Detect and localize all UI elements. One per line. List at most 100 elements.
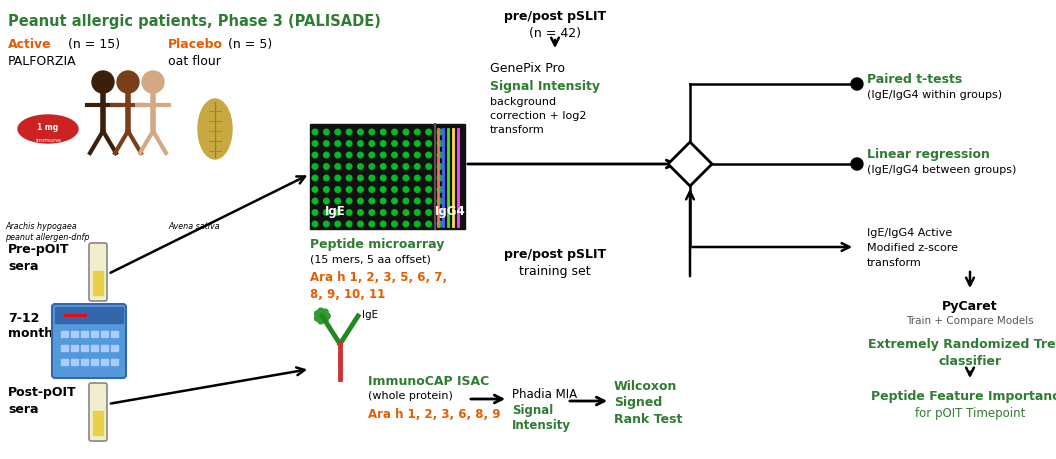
Circle shape	[324, 313, 329, 319]
Circle shape	[414, 210, 420, 216]
Circle shape	[369, 164, 375, 170]
Circle shape	[346, 153, 352, 158]
Text: transform: transform	[867, 257, 922, 268]
Circle shape	[335, 164, 340, 170]
Text: for pOIT Timepoint: for pOIT Timepoint	[914, 406, 1025, 419]
Circle shape	[414, 153, 420, 158]
Circle shape	[358, 199, 363, 204]
Bar	[61, 331, 68, 337]
Circle shape	[369, 153, 375, 158]
Circle shape	[437, 199, 442, 204]
Circle shape	[403, 176, 409, 181]
Circle shape	[392, 164, 397, 170]
Bar	[61, 359, 68, 365]
Text: pre/post pSLIT: pre/post pSLIT	[504, 10, 606, 23]
Circle shape	[335, 141, 340, 147]
Circle shape	[346, 222, 352, 227]
Bar	[81, 331, 88, 337]
Text: Modified z-score: Modified z-score	[867, 242, 958, 252]
Circle shape	[369, 141, 375, 147]
Circle shape	[437, 210, 442, 216]
Circle shape	[322, 317, 328, 323]
Circle shape	[346, 187, 352, 193]
Circle shape	[392, 130, 397, 135]
Circle shape	[392, 210, 397, 216]
Circle shape	[117, 72, 139, 94]
Circle shape	[851, 159, 863, 171]
Circle shape	[323, 164, 329, 170]
Circle shape	[403, 164, 409, 170]
Circle shape	[414, 176, 420, 181]
Circle shape	[369, 130, 375, 135]
Bar	[71, 331, 78, 337]
Text: Peptide microarray: Peptide microarray	[310, 237, 445, 251]
Text: Rank Test: Rank Test	[614, 412, 682, 425]
Text: 7-12
months: 7-12 months	[8, 311, 60, 339]
Text: Active: Active	[8, 38, 52, 51]
Text: (IgE/IgG4 between groups): (IgE/IgG4 between groups)	[867, 165, 1016, 174]
Text: IgG4: IgG4	[435, 205, 466, 218]
Text: Post-pOIT: Post-pOIT	[8, 385, 77, 398]
Circle shape	[346, 141, 352, 147]
Text: PyCaret: PyCaret	[942, 299, 998, 312]
Circle shape	[335, 222, 340, 227]
Bar	[71, 359, 78, 365]
Circle shape	[426, 141, 432, 147]
Circle shape	[403, 153, 409, 158]
Circle shape	[92, 72, 114, 94]
Circle shape	[414, 222, 420, 227]
Circle shape	[323, 199, 329, 204]
Bar	[111, 359, 118, 365]
Text: pre/post pSLIT: pre/post pSLIT	[504, 247, 606, 260]
Ellipse shape	[18, 116, 78, 144]
Text: IgE: IgE	[324, 205, 345, 218]
Text: Wilcoxon: Wilcoxon	[614, 379, 677, 392]
Circle shape	[323, 176, 329, 181]
Circle shape	[437, 164, 442, 170]
Text: IgE: IgE	[362, 309, 378, 319]
Text: Pre-pOIT: Pre-pOIT	[8, 242, 70, 256]
Circle shape	[335, 187, 340, 193]
Circle shape	[426, 176, 432, 181]
Circle shape	[142, 72, 164, 94]
Circle shape	[437, 153, 442, 158]
Circle shape	[324, 313, 329, 319]
Circle shape	[437, 222, 442, 227]
Text: Paired t-tests: Paired t-tests	[867, 73, 962, 86]
Text: Avena sativa: Avena sativa	[168, 222, 220, 230]
Text: (n = 42): (n = 42)	[529, 27, 581, 40]
Circle shape	[358, 164, 363, 170]
Circle shape	[323, 187, 329, 193]
Circle shape	[380, 130, 386, 135]
Text: (n = 15): (n = 15)	[68, 38, 120, 51]
Bar	[61, 345, 68, 351]
Circle shape	[403, 210, 409, 216]
Circle shape	[414, 130, 420, 135]
Ellipse shape	[199, 100, 232, 160]
Text: peanut allergen-dnfp: peanut allergen-dnfp	[5, 233, 90, 241]
Circle shape	[315, 311, 320, 317]
Bar	[101, 359, 108, 365]
Text: background: background	[490, 97, 557, 107]
Polygon shape	[668, 143, 712, 187]
Circle shape	[335, 153, 340, 158]
Circle shape	[346, 210, 352, 216]
Circle shape	[380, 176, 386, 181]
Bar	[101, 331, 108, 337]
Text: Placebo: Placebo	[168, 38, 223, 51]
Text: transform: transform	[490, 125, 545, 134]
Circle shape	[313, 164, 318, 170]
Circle shape	[392, 187, 397, 193]
Text: ImmunoCAP ISAC: ImmunoCAP ISAC	[367, 374, 489, 387]
Text: oat flour: oat flour	[168, 55, 221, 68]
Circle shape	[380, 222, 386, 227]
Circle shape	[313, 130, 318, 135]
Circle shape	[426, 153, 432, 158]
Circle shape	[315, 315, 320, 321]
Circle shape	[426, 130, 432, 135]
Bar	[310, 125, 465, 230]
Circle shape	[426, 210, 432, 216]
Text: Signed: Signed	[614, 395, 662, 408]
Text: sera: sera	[8, 402, 38, 415]
Circle shape	[437, 187, 442, 193]
